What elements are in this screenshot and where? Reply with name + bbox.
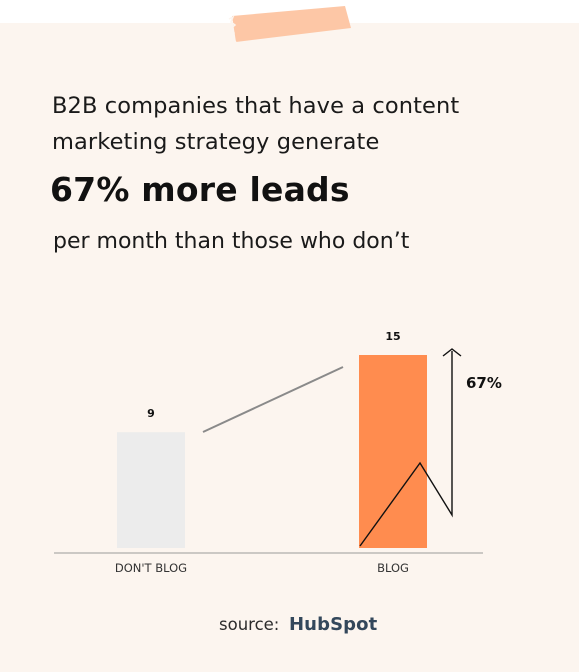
growth-arrow: [359, 351, 453, 547]
bar-blog: [359, 355, 427, 548]
arrow-head-icon: [442, 348, 462, 357]
highlight-stat: 67% more leads: [50, 170, 350, 209]
connector-stroke: [202, 366, 344, 433]
growth-annotation: 67%: [466, 374, 502, 392]
category-label: DON'T BLOG: [115, 561, 187, 575]
value-label: 9: [147, 407, 155, 420]
value-label: 15: [385, 330, 400, 343]
bar-dont-blog: [117, 432, 185, 548]
hubspot-logo: HubSpot: [289, 614, 378, 635]
tape-decoration: [228, 6, 351, 43]
headline-text: B2B companies that have a content market…: [52, 93, 460, 155]
category-label: BLOG: [377, 561, 409, 575]
source-label: source:: [219, 615, 280, 634]
subline-text: per month than those who don’t: [53, 229, 410, 254]
infographic-card: [0, 23, 579, 672]
